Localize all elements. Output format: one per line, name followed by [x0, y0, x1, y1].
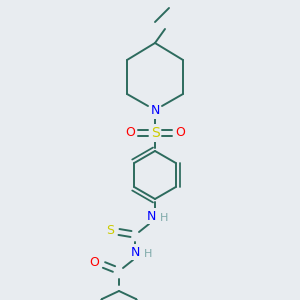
Text: O: O	[89, 256, 99, 269]
Text: S: S	[151, 126, 159, 140]
Text: N: N	[130, 245, 140, 259]
Text: N: N	[150, 104, 160, 118]
Text: H: H	[160, 213, 168, 223]
Text: S: S	[106, 224, 114, 238]
Text: O: O	[125, 127, 135, 140]
Text: N: N	[146, 209, 156, 223]
Text: O: O	[175, 127, 185, 140]
Text: H: H	[144, 249, 152, 259]
